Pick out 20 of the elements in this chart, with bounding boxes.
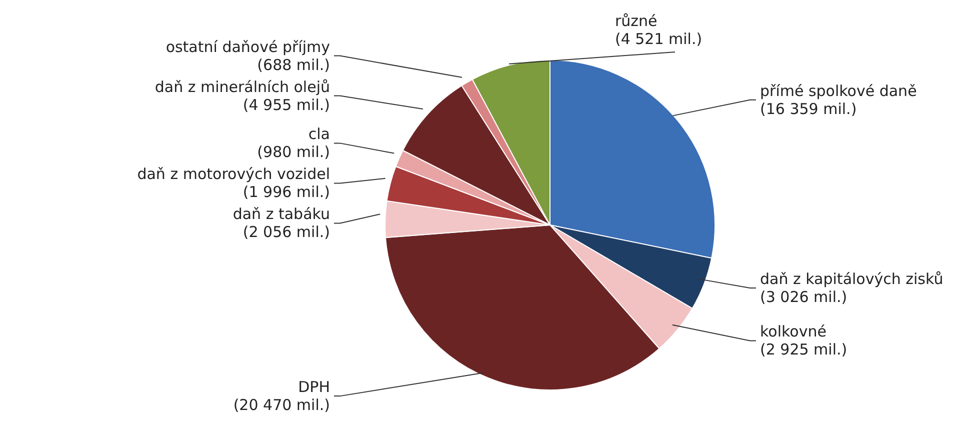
data-label: (2 925 mil.): [760, 340, 848, 359]
data-label: (688 mil.): [257, 56, 330, 74]
slice-label: daň z tabáku: [232, 205, 330, 224]
data-label: (3 026 mil.): [760, 288, 848, 306]
slice-label: daň z kapitálových zisků: [760, 270, 944, 288]
data-label: (4 521 mil.): [614, 30, 702, 48]
data-label: (2 056 mil.): [242, 223, 330, 242]
slice-label: různé: [614, 12, 658, 30]
data-label: (980 mil.): [257, 143, 330, 162]
slice-label: daň z minerálních olejů: [154, 78, 330, 96]
slice-label: cla: [308, 125, 330, 144]
data-label: (1 996 mil.): [242, 183, 330, 202]
slice-label: přímé spolkové daně: [760, 82, 917, 100]
data-label: (16 359 mil.): [760, 100, 857, 118]
data-label: (20 470 mil.): [233, 396, 330, 414]
slice-label: ostatní daňové příjmy: [166, 38, 330, 56]
data-label: (4 955 mil.): [242, 96, 330, 114]
slice-label: daň z motorových vozidel: [137, 165, 330, 184]
slice-label: kolkovné: [760, 322, 826, 341]
slice-label: DPH: [298, 378, 330, 396]
